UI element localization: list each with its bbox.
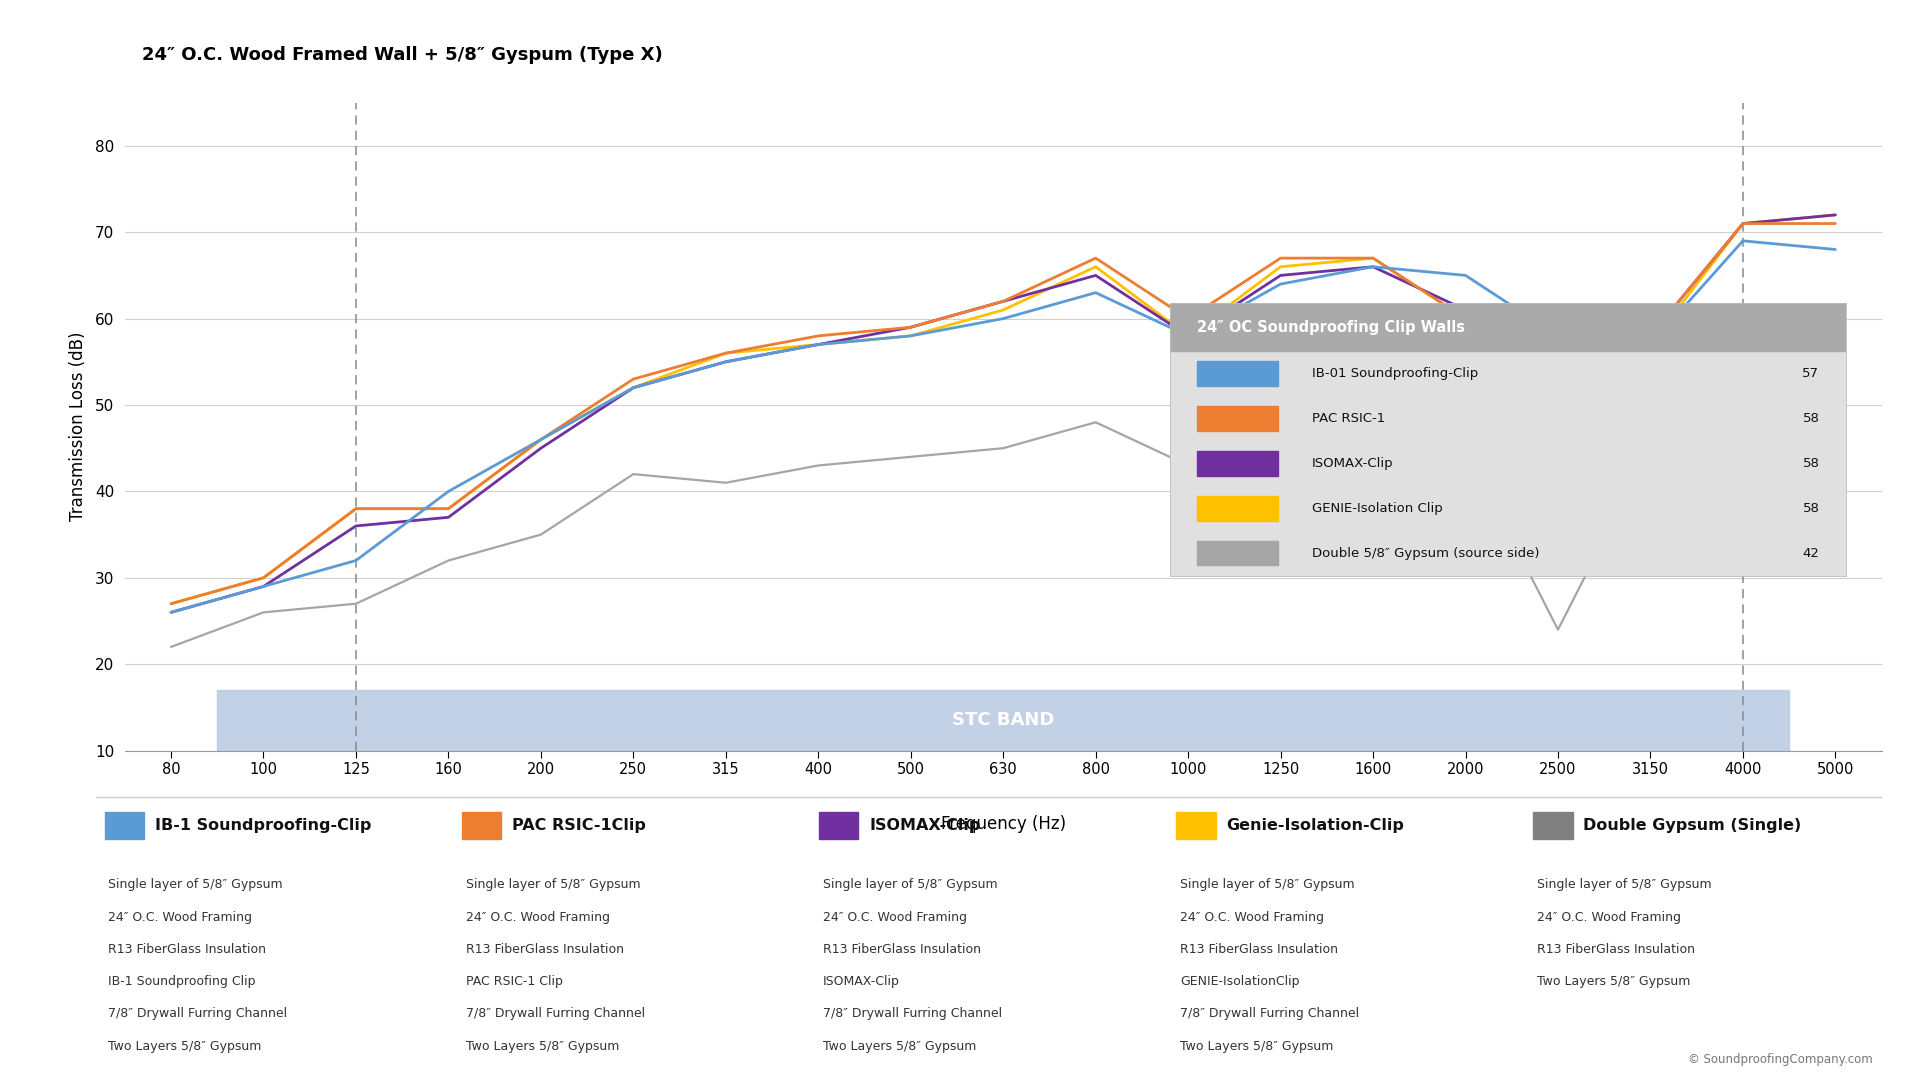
Text: Two Layers 5/8″ Gypsum: Two Layers 5/8″ Gypsum <box>467 1040 618 1053</box>
Bar <box>820 812 858 839</box>
Text: 24″ O.C. Wood Framing: 24″ O.C. Wood Framing <box>824 910 968 923</box>
Text: ISOMAX-Clip: ISOMAX-Clip <box>870 819 981 833</box>
Text: PAC RSIC-1 Clip: PAC RSIC-1 Clip <box>467 975 563 988</box>
Text: 7/8″ Drywall Furring Channel: 7/8″ Drywall Furring Channel <box>467 1008 645 1021</box>
Text: 24″ O.C. Wood Framing: 24″ O.C. Wood Framing <box>1538 910 1682 923</box>
Text: GENIE-IsolationClip: GENIE-IsolationClip <box>1181 975 1300 988</box>
Text: Frequency (Hz): Frequency (Hz) <box>941 815 1066 834</box>
Bar <box>106 812 144 839</box>
Text: Single layer of 5/8″ Gypsum: Single layer of 5/8″ Gypsum <box>109 878 282 891</box>
Text: 24″ O.C. Wood Framing: 24″ O.C. Wood Framing <box>1181 910 1325 923</box>
Text: IB-1 Soundproofing Clip: IB-1 Soundproofing Clip <box>109 975 255 988</box>
Text: 24″ O.C. Wood Framing: 24″ O.C. Wood Framing <box>467 910 611 923</box>
Text: © SoundproofingCompany.com: © SoundproofingCompany.com <box>1688 1053 1872 1066</box>
Text: Genie-Isolation-Clip: Genie-Isolation-Clip <box>1227 819 1404 833</box>
Text: IB-1 Soundproofing-Clip: IB-1 Soundproofing-Clip <box>156 819 371 833</box>
Text: Two Layers 5/8″ Gypsum: Two Layers 5/8″ Gypsum <box>1538 975 1690 988</box>
Bar <box>463 812 501 839</box>
Bar <box>217 690 1789 751</box>
Text: 7/8″ Drywall Furring Channel: 7/8″ Drywall Furring Channel <box>1181 1008 1359 1021</box>
Text: Single layer of 5/8″ Gypsum: Single layer of 5/8″ Gypsum <box>467 878 639 891</box>
Bar <box>1534 812 1572 839</box>
Text: STC BAND: STC BAND <box>952 712 1054 729</box>
Bar <box>1177 812 1215 839</box>
Text: 7/8″ Drywall Furring Channel: 7/8″ Drywall Furring Channel <box>824 1008 1002 1021</box>
Text: Two Layers 5/8″ Gypsum: Two Layers 5/8″ Gypsum <box>824 1040 975 1053</box>
Text: 7/8″ Drywall Furring Channel: 7/8″ Drywall Furring Channel <box>109 1008 288 1021</box>
Text: R13 FiberGlass Insulation: R13 FiberGlass Insulation <box>824 943 981 956</box>
Text: Double Gypsum (Single): Double Gypsum (Single) <box>1584 819 1801 833</box>
Text: Single layer of 5/8″ Gypsum: Single layer of 5/8″ Gypsum <box>824 878 996 891</box>
Text: Two Layers 5/8″ Gypsum: Two Layers 5/8″ Gypsum <box>109 1040 261 1053</box>
Y-axis label: Transmission Loss (dB): Transmission Loss (dB) <box>69 332 86 522</box>
Text: R13 FiberGlass Insulation: R13 FiberGlass Insulation <box>109 943 267 956</box>
Text: ISOMAX-Clip: ISOMAX-Clip <box>824 975 900 988</box>
Text: Single layer of 5/8″ Gypsum: Single layer of 5/8″ Gypsum <box>1181 878 1354 891</box>
Text: Single layer of 5/8″ Gypsum: Single layer of 5/8″ Gypsum <box>1538 878 1711 891</box>
Text: R13 FiberGlass Insulation: R13 FiberGlass Insulation <box>1538 943 1695 956</box>
Text: R13 FiberGlass Insulation: R13 FiberGlass Insulation <box>1181 943 1338 956</box>
Text: PAC RSIC-1Clip: PAC RSIC-1Clip <box>513 819 645 833</box>
Text: Two Layers 5/8″ Gypsum: Two Layers 5/8″ Gypsum <box>1181 1040 1332 1053</box>
Text: R13 FiberGlass Insulation: R13 FiberGlass Insulation <box>467 943 624 956</box>
Text: 24″ O.C. Wood Framing: 24″ O.C. Wood Framing <box>109 910 253 923</box>
Text: 24″ O.C. Wood Framed Wall + 5/8″ Gyspum (Type X): 24″ O.C. Wood Framed Wall + 5/8″ Gyspum … <box>142 45 662 64</box>
